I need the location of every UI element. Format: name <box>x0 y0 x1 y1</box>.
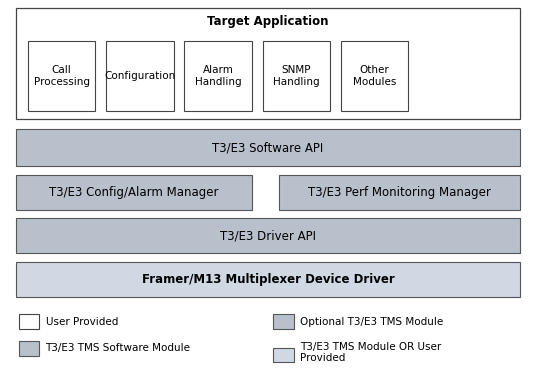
FancyBboxPatch shape <box>341 41 408 111</box>
FancyBboxPatch shape <box>16 175 252 210</box>
FancyBboxPatch shape <box>279 175 520 210</box>
Text: T3/E3 TMS Module OR User
Provided: T3/E3 TMS Module OR User Provided <box>300 342 442 364</box>
Text: Optional T3/E3 TMS Module: Optional T3/E3 TMS Module <box>300 317 443 327</box>
Text: Call
Processing: Call Processing <box>34 65 90 87</box>
FancyBboxPatch shape <box>16 8 520 119</box>
FancyBboxPatch shape <box>273 348 294 362</box>
Text: Other
Modules: Other Modules <box>353 65 396 87</box>
FancyBboxPatch shape <box>19 341 39 356</box>
Text: Target Application: Target Application <box>207 15 329 28</box>
FancyBboxPatch shape <box>28 41 95 111</box>
Text: T3/E3 Perf Monitoring Manager: T3/E3 Perf Monitoring Manager <box>308 186 491 199</box>
FancyBboxPatch shape <box>16 218 520 253</box>
FancyBboxPatch shape <box>16 262 520 297</box>
Text: T3/E3 Config/Alarm Manager: T3/E3 Config/Alarm Manager <box>49 186 219 199</box>
Text: SNMP
Handling: SNMP Handling <box>273 65 319 87</box>
FancyBboxPatch shape <box>273 314 294 329</box>
FancyBboxPatch shape <box>16 129 520 166</box>
Text: T3/E3 Driver API: T3/E3 Driver API <box>220 229 316 242</box>
Text: Alarm
Handling: Alarm Handling <box>195 65 241 87</box>
FancyBboxPatch shape <box>184 41 252 111</box>
Text: Configuration: Configuration <box>105 71 175 81</box>
FancyBboxPatch shape <box>263 41 330 111</box>
Text: T3/E3 Software API: T3/E3 Software API <box>212 141 324 154</box>
FancyBboxPatch shape <box>19 314 39 329</box>
FancyBboxPatch shape <box>106 41 174 111</box>
Text: User Provided: User Provided <box>46 317 118 327</box>
Text: T3/E3 TMS Software Module: T3/E3 TMS Software Module <box>46 343 191 353</box>
Text: Framer/M13 Multiplexer Device Driver: Framer/M13 Multiplexer Device Driver <box>142 273 394 286</box>
